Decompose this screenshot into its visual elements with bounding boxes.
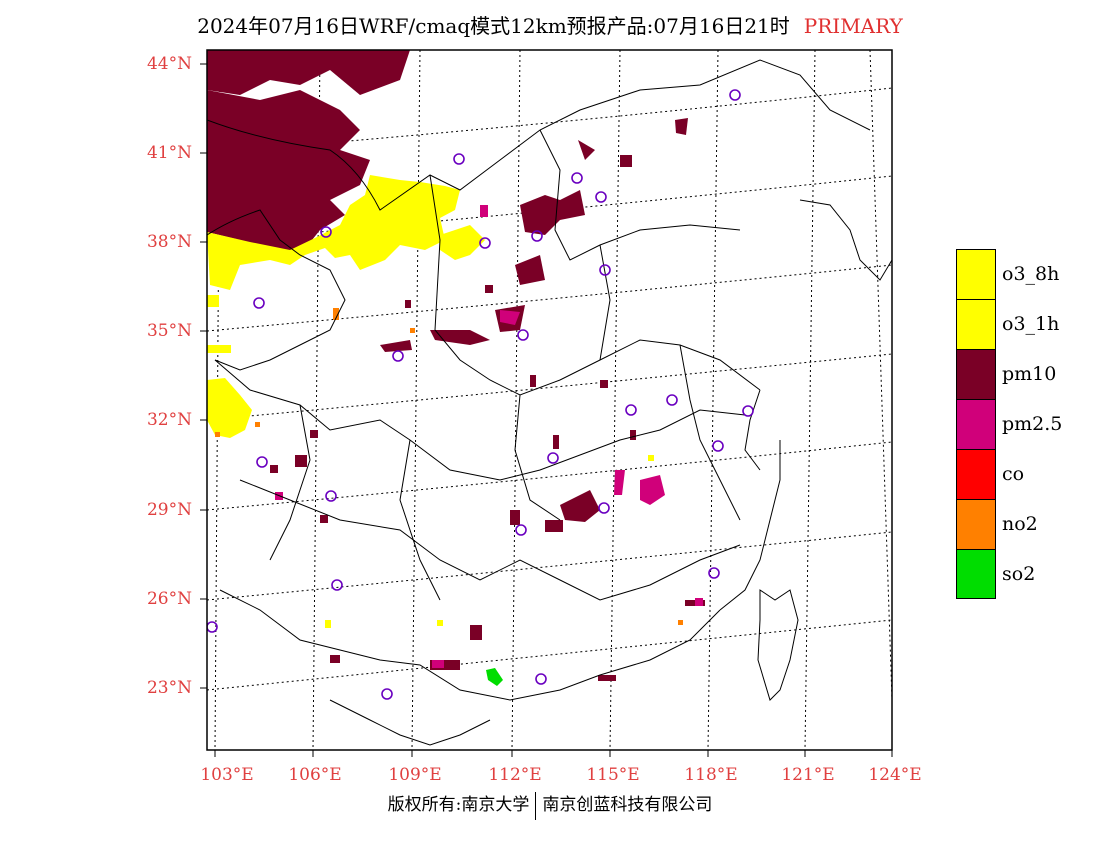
lat-label-23: 23°N (146, 678, 192, 698)
legend-label: pm2.5 (1002, 413, 1063, 435)
legend-swatch (956, 399, 996, 449)
legend-item-co: co (956, 449, 1024, 499)
lat-label-41: 41°N (146, 143, 192, 163)
legend-item-pm10: pm10 (956, 349, 1056, 399)
legend-swatch (956, 349, 996, 399)
legend-swatch (956, 549, 996, 599)
legend-item-so2: so2 (956, 549, 1035, 599)
legend-label: so2 (1002, 563, 1036, 585)
map-frame (206, 49, 893, 751)
legend-swatch (956, 249, 996, 299)
lon-label-124: 124°E (868, 765, 922, 785)
title-text: 2024年07月16日WRF/cmaq模式12km预报产品:07月16日21时 (197, 14, 790, 38)
lat-label-32: 32°N (146, 410, 192, 430)
map-title: 2024年07月16日WRF/cmaq模式12km预报产品:07月16日21时 P… (0, 10, 1100, 39)
legend-label: pm10 (1002, 363, 1057, 385)
pm10-areas (207, 50, 705, 681)
legend: o3_8h o3_1h pm10 pm2.5 co no2 so2 (956, 249, 1062, 599)
lon-label-121: 121°E (781, 765, 835, 785)
legend-label: o3_8h (1002, 263, 1060, 285)
legend-swatch (956, 449, 996, 499)
lon-label-103: 103°E (200, 765, 254, 785)
lon-label-106: 106°E (288, 765, 342, 785)
lat-label-29: 29°N (146, 500, 192, 520)
map-area (207, 50, 892, 750)
legend-label: co (1002, 463, 1025, 485)
lon-label-118: 118°E (684, 765, 738, 785)
lon-label-115: 115°E (586, 765, 640, 785)
city-markers (207, 89, 754, 700)
o3-areas (207, 175, 654, 628)
lon-label-112: 112°E (488, 765, 542, 785)
lat-label-35: 35°N (146, 321, 192, 341)
legend-label: o3_1h (1002, 313, 1060, 335)
copyright-owner: 版权所有:南京大学 (387, 795, 530, 815)
legend-item-pm25: pm2.5 (956, 399, 1062, 449)
so2-areas (486, 668, 503, 686)
legend-swatch (956, 499, 996, 549)
lat-label-44: 44°N (146, 54, 192, 74)
lon-label-109: 109°E (388, 765, 442, 785)
lat-label-38: 38°N (146, 232, 192, 252)
province-boundaries (207, 59, 892, 746)
lat-label-26: 26°N (146, 589, 192, 609)
legend-item-o3-8h: o3_8h (956, 249, 1059, 299)
no2-areas (215, 308, 683, 625)
legend-item-o3-1h: o3_1h (956, 299, 1059, 349)
footer-divider (535, 791, 537, 820)
copyright-footer: 版权所有:南京大学 南京创蓝科技有限公司 (0, 790, 1100, 820)
axis-ticks (200, 63, 893, 757)
legend-swatch (956, 299, 996, 349)
legend-item-no2: no2 (956, 499, 1038, 549)
pm25-areas (275, 205, 703, 668)
primary-tag: PRIMARY (803, 14, 903, 38)
copyright-company: 南京创蓝科技有限公司 (542, 795, 713, 815)
legend-label: no2 (1002, 513, 1038, 535)
